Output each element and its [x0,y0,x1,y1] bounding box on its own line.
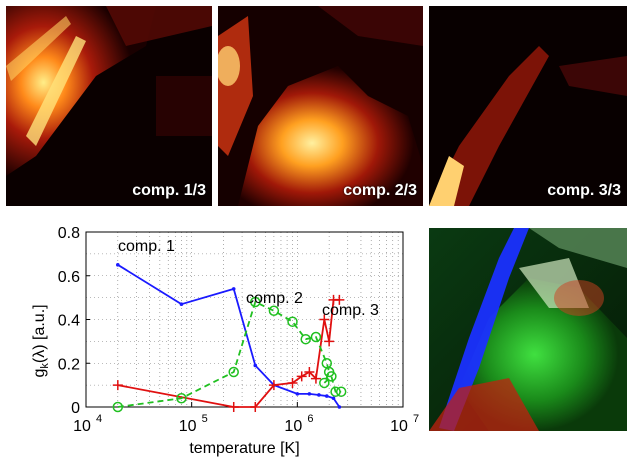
x-tick-exponent: 7 [413,413,419,425]
chart-series [113,263,346,412]
rgb-composite-picture [429,228,627,431]
component-2-label: comp. 2/3 [343,182,417,200]
x-tick-exponent: 5 [202,413,208,425]
data-point [269,306,278,315]
x-tick-label: 10 [179,418,197,435]
x-tick-label: 10 [390,418,408,435]
data-point [296,392,300,396]
data-point [229,402,239,412]
component-3-image: comp. 3/3 [429,6,627,206]
x-axis-label: temperature [K] [189,440,299,457]
x-tick-exponent: 6 [307,413,313,425]
x-tick-label: 10 [284,418,302,435]
chart-axes-frame [86,232,403,407]
annotation-comp-2: comp. 2 [246,290,303,307]
y-tick-label: 0.4 [58,313,80,330]
component-3-label: comp. 3/3 [547,182,621,200]
x-tick-exponent: 4 [96,413,102,425]
data-point [232,287,236,291]
data-point [253,364,257,368]
component-2-heatmap [218,6,423,206]
component-3-heatmap [429,6,627,206]
data-point [116,263,120,267]
data-point [317,393,321,397]
comp-1-series-line [118,265,340,407]
annotation-comp-1: comp. 1 [118,238,175,255]
y-tick-label: 0 [71,400,80,417]
temperature-chart: 0 0.2 0.4 0.6 0.8 10 4 10 5 10 6 10 7 comp. 1 comp. 2… [0,215,420,459]
chart-grid [86,232,403,407]
data-point [325,394,329,398]
data-point [324,336,334,346]
x-tick-label: 10 [73,418,91,435]
comp-1-series [116,263,341,409]
data-point [113,380,123,390]
component-2-image: comp. 2/3 [218,6,423,206]
component-1-heatmap [6,6,212,206]
y-tick-label: 0.2 [58,356,80,373]
y-tick-label: 0.6 [58,269,80,286]
data-point [180,302,184,306]
data-point [332,396,336,400]
component-1-label: comp. 1/3 [132,182,206,200]
component-1-image: comp. 1/3 [6,6,212,206]
chart-ticks: 0 0.2 0.4 0.6 0.8 10 4 10 5 10 6 10 7 [58,225,419,435]
data-point [338,405,342,409]
data-point [308,392,312,396]
y-tick-label: 0.8 [58,225,80,242]
y-axis-label: gk(λ) [a.u.] [31,304,51,377]
comp-3-series-line [118,300,340,407]
rgb-composite-image [429,228,627,431]
annotation-comp-3: comp. 3 [322,302,379,319]
